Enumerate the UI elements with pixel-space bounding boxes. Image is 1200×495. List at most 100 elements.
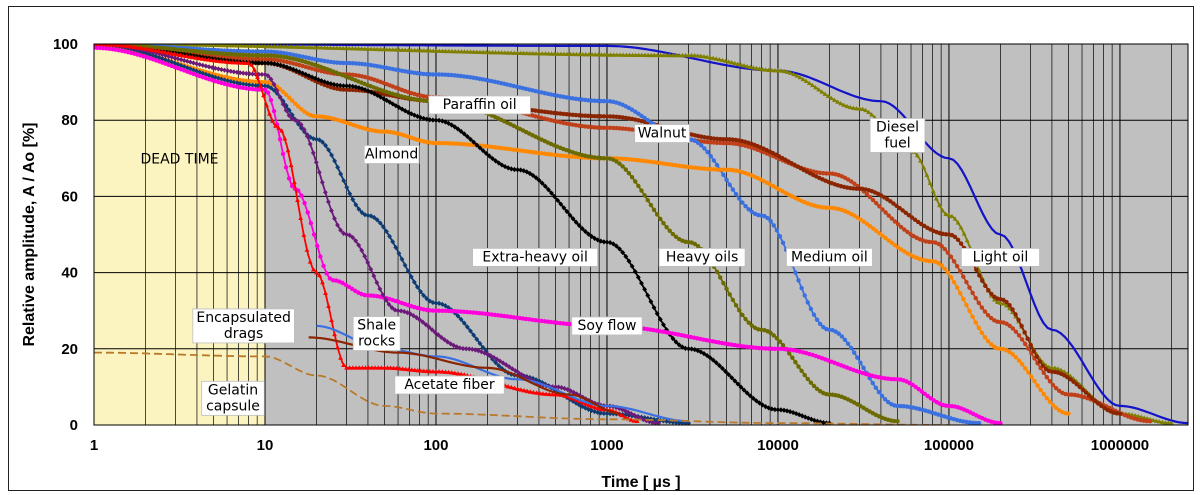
- series-point: [293, 44, 299, 49]
- series-point: [330, 278, 336, 283]
- series-point: [567, 212, 573, 218]
- series-point: [250, 56, 255, 62]
- series-point: [343, 45, 349, 51]
- series-point: [964, 302, 969, 308]
- series-point: [894, 203, 899, 208]
- series-point: [394, 365, 400, 371]
- series-point: [168, 50, 174, 56]
- series-point: [835, 99, 840, 104]
- x-tick-label: 1000: [590, 437, 623, 454]
- annotation-label: Acetate fiber: [394, 375, 505, 395]
- series-point: [998, 420, 1003, 425]
- series-point: [1066, 411, 1071, 416]
- x-tick-label: 1000000: [1091, 437, 1149, 454]
- series-point: [388, 365, 393, 370]
- series-point: [676, 420, 682, 425]
- series-point: [732, 60, 738, 66]
- series-point: [228, 48, 233, 54]
- series-point: [654, 212, 660, 217]
- series-point: [509, 384, 514, 390]
- series-point: [381, 224, 386, 230]
- series-point: [775, 407, 781, 413]
- series-point: [231, 79, 237, 85]
- x-tick-label: 1: [90, 437, 98, 454]
- series-point: [194, 61, 199, 67]
- series-point: [524, 388, 530, 394]
- series-point: [259, 60, 265, 66]
- series-point: [1013, 312, 1018, 317]
- series-point: [396, 47, 402, 52]
- series-point: [714, 162, 720, 168]
- series-point: [583, 113, 588, 118]
- axes: 1 10 100 1000 10000 100000 1000000 0 20 40 60 80 100: [53, 36, 1189, 454]
- series-point: [723, 58, 728, 63]
- series-point: [620, 164, 625, 169]
- series-point: [1019, 337, 1025, 342]
- series-point: [933, 196, 939, 201]
- series-point: [583, 51, 589, 57]
- series-point: [449, 308, 454, 314]
- series-point: [178, 57, 184, 63]
- series-point: [623, 156, 629, 162]
- series-point: [458, 49, 464, 54]
- series-point: [763, 67, 769, 72]
- series-point: [471, 139, 477, 145]
- series-point: [985, 338, 991, 344]
- series-point: [768, 219, 773, 224]
- series-point: [347, 191, 353, 197]
- series-point: [521, 388, 527, 393]
- series-point: [1053, 405, 1059, 411]
- series-point: [629, 107, 635, 112]
- series-point: [314, 114, 319, 119]
- series-point: [253, 49, 258, 54]
- series-point: [234, 80, 240, 86]
- series-point: [221, 59, 227, 64]
- series-point: [620, 156, 625, 162]
- series-point: [1138, 414, 1144, 419]
- series-point: [1061, 369, 1067, 374]
- series-point: [203, 63, 209, 69]
- series-point: [228, 68, 234, 74]
- series-point: [704, 352, 710, 359]
- series-point: [639, 188, 644, 193]
- series-point: [308, 220, 314, 226]
- series-point: [285, 147, 291, 153]
- series-point: [781, 68, 787, 74]
- series-point: [414, 315, 420, 321]
- series-point: [524, 50, 530, 56]
- series-point: [252, 67, 257, 72]
- series-point: [898, 247, 904, 252]
- series-point: [244, 52, 249, 58]
- series-point: [430, 308, 436, 313]
- series-point: [814, 386, 820, 392]
- series-point: [772, 68, 778, 73]
- series-point: [793, 270, 798, 275]
- series-point: [599, 52, 604, 57]
- series-point: [421, 48, 427, 53]
- series-point: [335, 344, 340, 350]
- series-point: [737, 308, 742, 313]
- series-point: [295, 118, 301, 124]
- series-point: [276, 125, 281, 130]
- series-point: [268, 60, 274, 67]
- series-point: [850, 105, 856, 110]
- series-point: [347, 232, 353, 238]
- series-point: [253, 53, 258, 58]
- series-point: [455, 313, 461, 319]
- series-point: [565, 386, 571, 393]
- series-point: [1019, 323, 1024, 329]
- series-point: [516, 370, 521, 376]
- series-point: [326, 147, 331, 153]
- series-point: [329, 317, 334, 323]
- series-point: [620, 52, 626, 57]
- series-point: [914, 152, 920, 158]
- series-point: [888, 376, 894, 382]
- series-point: [253, 79, 258, 84]
- series-point: [864, 221, 870, 227]
- series-point: [909, 215, 915, 220]
- series-point: [955, 220, 961, 225]
- series-point: [250, 53, 255, 58]
- series-point: [365, 46, 371, 51]
